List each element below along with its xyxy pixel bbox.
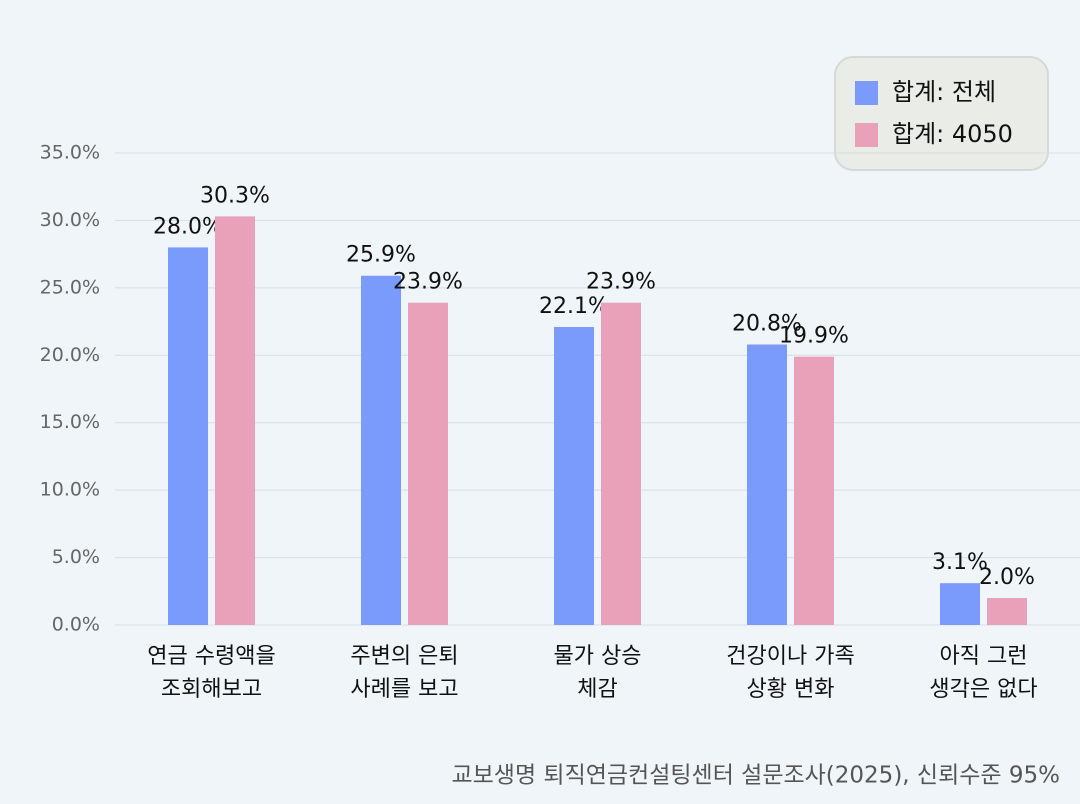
value-label: 2.0%	[979, 565, 1035, 590]
y-tick-label: 0.0%	[52, 614, 100, 636]
legend-label: 합계: 4050	[892, 120, 1013, 148]
value-label: 22.1%	[539, 294, 609, 319]
value-label: 20.8%	[732, 311, 802, 336]
y-tick-label: 25.0%	[40, 276, 100, 298]
legend-swatch	[855, 81, 878, 105]
x-tick-label: 건강이나 가족	[726, 644, 854, 669]
y-tick-label: 15.0%	[40, 411, 100, 433]
y-tick-label: 30.0%	[40, 209, 100, 231]
value-label: 3.1%	[932, 550, 988, 575]
x-tick-label: 사례를 보고	[350, 677, 458, 702]
value-label: 25.9%	[346, 243, 416, 268]
bar	[794, 356, 834, 625]
bar	[601, 302, 641, 625]
x-tick-label: 물가 상승	[554, 644, 642, 669]
y-tick-label: 5.0%	[52, 546, 100, 568]
x-tick-label: 연금 수령액을	[147, 644, 275, 669]
bar	[361, 275, 401, 625]
x-tick-label: 상황 변화	[747, 677, 835, 702]
x-tick-label: 아직 그런	[940, 644, 1028, 669]
value-label: 23.9%	[586, 270, 656, 295]
source: 교보생명 퇴직연금컨설팅센터 설문조사(2025), 신뢰수준 95%	[451, 763, 1060, 789]
bar	[554, 326, 594, 625]
y-tick-label: 10.0%	[40, 479, 100, 501]
legend-label: 합계: 전체	[892, 78, 996, 106]
bar	[168, 247, 208, 625]
bar	[987, 598, 1027, 625]
value-label: 19.9%	[779, 324, 849, 349]
y-tick-label: 35.0%	[40, 142, 100, 164]
x-tick-label: 주변의 은퇴	[350, 644, 458, 669]
bar	[408, 302, 448, 625]
x-tick-label: 생각은 없다	[929, 677, 1037, 702]
legend-box	[834, 56, 1049, 171]
x-tick-label: 체감	[577, 677, 617, 702]
value-label: 28.0%	[153, 214, 223, 239]
legend-swatch	[855, 123, 878, 147]
x-tick-label: 조회해보고	[161, 677, 262, 702]
bar	[747, 344, 787, 625]
y-tick-label: 20.0%	[40, 344, 100, 366]
bar	[215, 216, 255, 625]
bar	[940, 583, 980, 625]
value-label: 30.3%	[200, 183, 270, 208]
value-label: 23.9%	[393, 270, 463, 295]
